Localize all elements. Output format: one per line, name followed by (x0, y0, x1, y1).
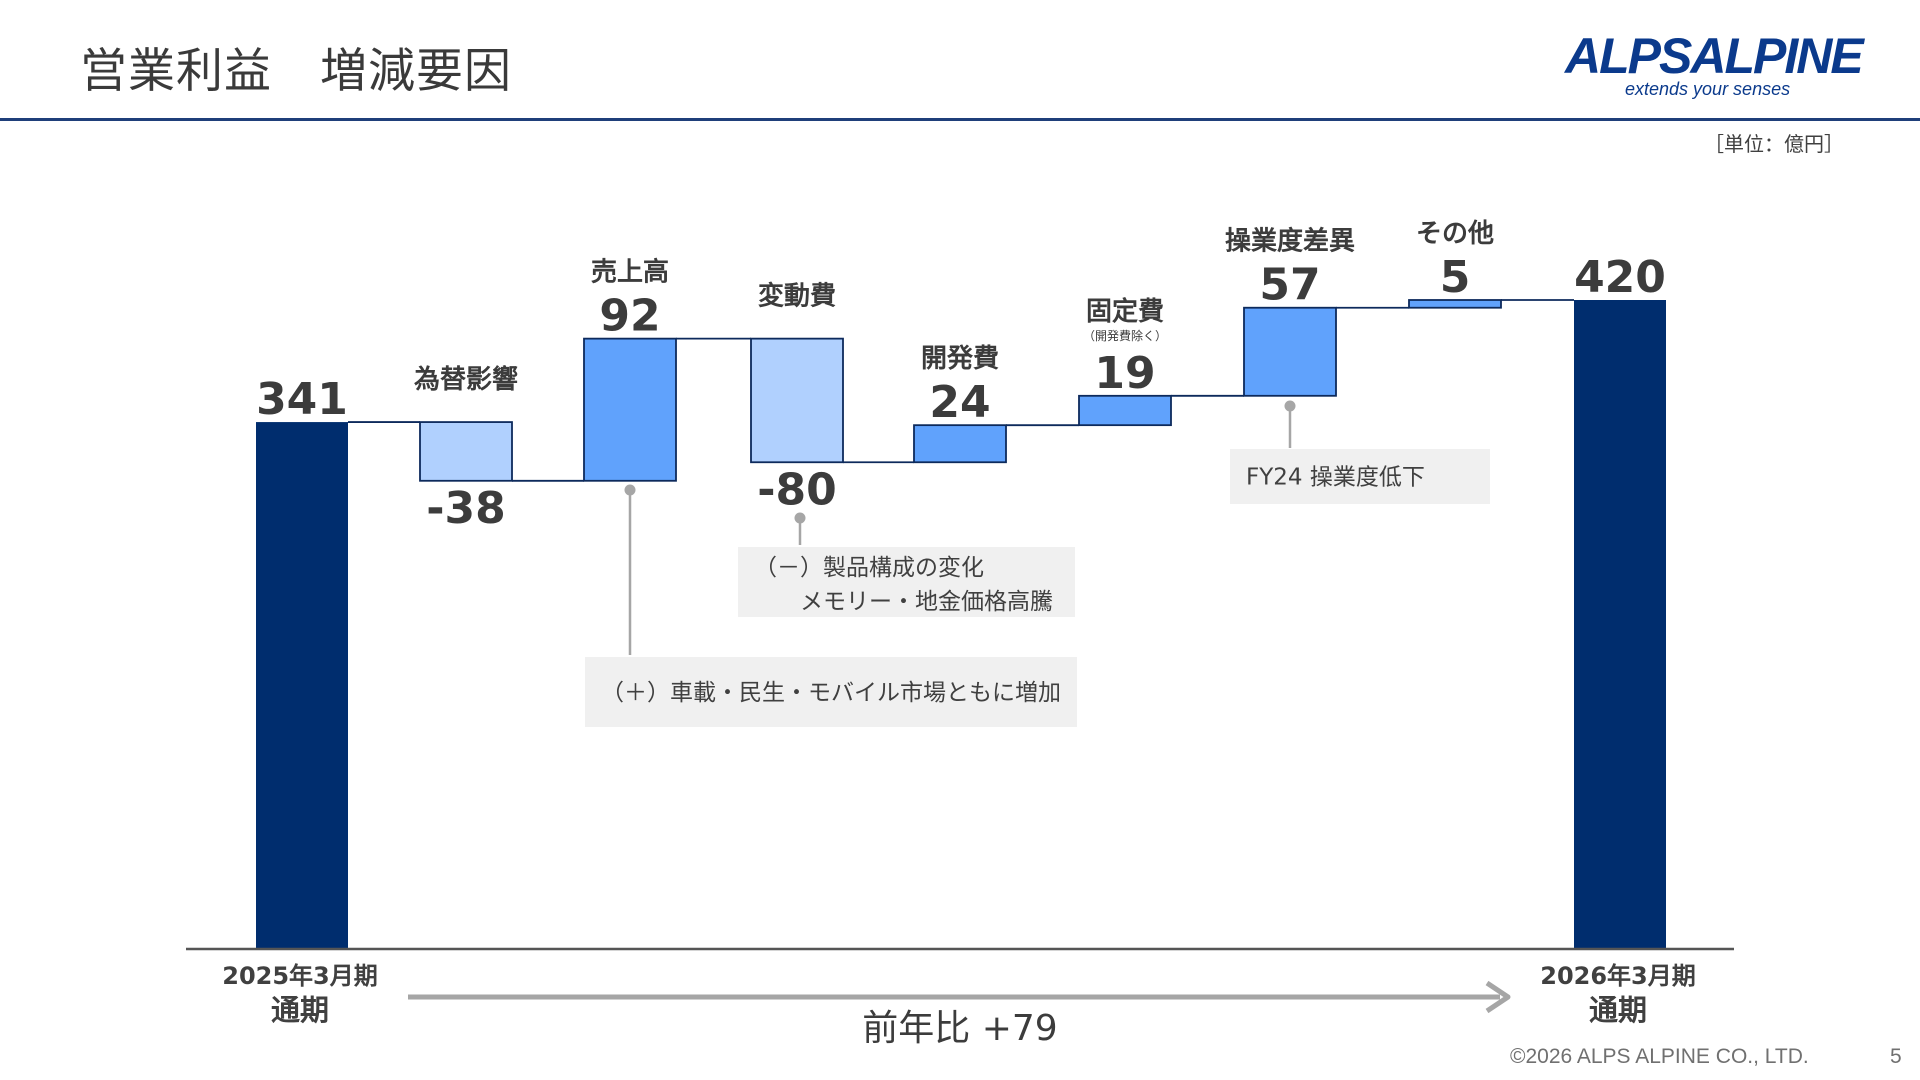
category-label: その他 (1416, 219, 1494, 249)
bar-increase (583, 337, 677, 482)
callout-box (1230, 449, 1490, 504)
page-title: 営業利益 増減要因 (80, 44, 512, 99)
data-label: -38 (426, 483, 506, 534)
bar-increase (1408, 299, 1502, 309)
callout-box (738, 547, 1075, 617)
bar-total (1574, 300, 1666, 949)
comparison-label: 前年比 +79 (862, 1008, 1057, 1049)
alps-alpine-logo: ALPSALPINE extends your senses (1555, 28, 1885, 100)
data-label: 420 (1574, 252, 1666, 303)
data-label: 57 (1259, 260, 1320, 311)
bar-increase (1243, 306, 1337, 397)
copyright-footer: ©2026 ALPS ALPINE CO., LTD. (1510, 1045, 1809, 1068)
category-sublabel: （開発費除く） (1083, 328, 1167, 343)
unit-label: ［単位：億円］ (1704, 132, 1844, 156)
logo-tagline: extends your senses (1625, 79, 1791, 99)
axis-period-label: 2025年3月期 (222, 962, 378, 990)
category-label: 開発費 (921, 344, 999, 374)
bar-increase (913, 424, 1007, 464)
callout-text: （＋）車載・民生・モバイル市場ともに増加 (601, 680, 1061, 706)
data-label: 341 (256, 374, 348, 425)
category-label: 変動費 (758, 281, 836, 312)
bar-decrease (750, 337, 844, 464)
data-label: -80 (757, 464, 837, 515)
logo-wordmark: ALPSALPINE (1565, 28, 1864, 84)
axis-period-sublabel: 通期 (1589, 993, 1647, 1027)
axis-period-sublabel: 通期 (271, 993, 329, 1027)
bar-increase (1078, 394, 1172, 427)
comparison-arrow-head (1485, 980, 1511, 1014)
category-label: 固定費 (1086, 296, 1164, 327)
data-label: 19 (1094, 348, 1155, 399)
data-label: 5 (1440, 252, 1471, 303)
callout-text: メモリー・地金価格高騰 (754, 589, 1053, 615)
callout-text: FY24 操業度低下 (1246, 465, 1425, 491)
callout-text: （－）製品構成の変化 (754, 555, 984, 581)
category-label: 操業度差異 (1225, 226, 1355, 257)
category-label: 為替影響 (414, 364, 518, 395)
page-number: 5 (1890, 1045, 1902, 1068)
data-label: 24 (929, 377, 990, 428)
bar-total (256, 422, 348, 949)
data-label: 92 (599, 291, 660, 342)
axis-period-label: 2026年3月期 (1540, 962, 1696, 990)
category-label: 売上高 (591, 257, 669, 288)
bar-decrease (419, 421, 513, 482)
header-divider (0, 118, 1920, 121)
callout-box (585, 657, 1077, 727)
